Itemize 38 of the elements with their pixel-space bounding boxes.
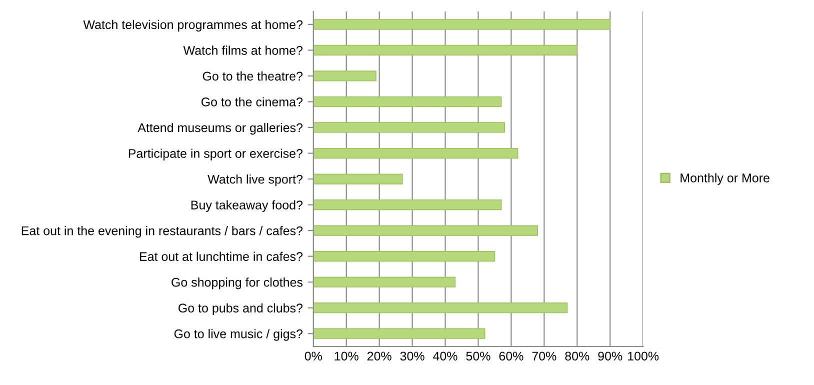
bar [313, 44, 578, 56]
x-tick-label: 80% [565, 352, 590, 361]
bar [313, 251, 496, 262]
y-tick-label: Watch television programmes at home? [83, 20, 303, 32]
bar [313, 302, 568, 314]
bar [313, 122, 506, 133]
x-tick-label: 10% [334, 352, 358, 361]
y-tick-label: Eat out at lunchtime in cafes? [140, 252, 303, 261]
y-tick-label: Go shopping for clothes [172, 278, 303, 290]
y-tick-label: Buy takeaway food? [191, 200, 303, 212]
y-tick-label: Eat out in the evening in restaurants / bars / cafes? [22, 226, 303, 238]
y-tick-label: Watch films at home? [183, 46, 303, 55]
bar [313, 328, 486, 339]
x-tick-label: 30% [400, 352, 424, 361]
x-tick-label: 40% [433, 352, 458, 361]
bar [313, 19, 611, 30]
y-tick-label: Go to the theatre? [202, 71, 303, 81]
legend-label: Monthly or More [680, 173, 770, 185]
bar [313, 174, 403, 184]
bar [313, 225, 538, 236]
x-tick-label: 50% [466, 352, 490, 361]
y-tick-label: Go to live music / gigs? [174, 329, 303, 341]
y-tick-label: Go to pubs and clubs? [178, 303, 303, 315]
y-tick-label: Participate in sport or exercise? [128, 148, 303, 160]
x-tick-label: 90% [598, 352, 622, 361]
x-tick-label: 70% [532, 352, 556, 361]
bar [313, 70, 376, 82]
x-tick-label: 100% [628, 352, 659, 361]
x-tick-label: 20% [367, 352, 392, 361]
bar [313, 96, 502, 108]
bar [313, 199, 502, 210]
bar [313, 276, 456, 288]
bar [313, 148, 518, 159]
x-tick-label: 0% [304, 352, 322, 361]
y-tick-label: Go to the cinema? [201, 97, 303, 106]
y-tick-label: Attend museums or galleries? [138, 122, 303, 135]
y-tick-label: Watch live sport? [208, 174, 303, 186]
x-tick-label: 60% [499, 352, 524, 361]
